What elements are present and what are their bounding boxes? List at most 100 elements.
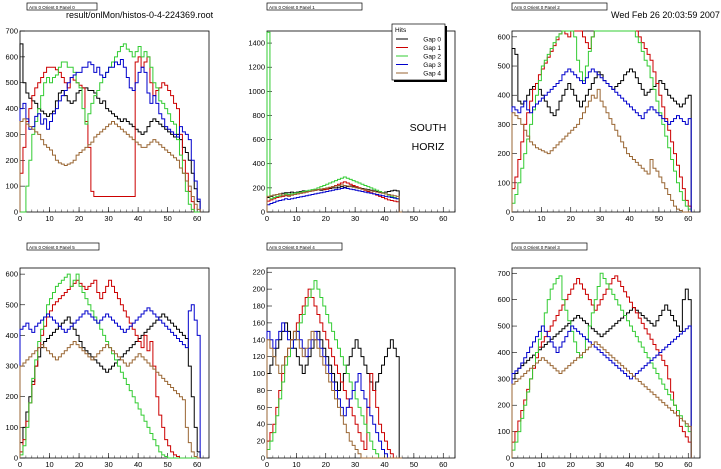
- y-tick-label: 700: [497, 269, 510, 278]
- y-tick-label: 140: [252, 335, 265, 344]
- y-tick-label: 700: [5, 27, 18, 36]
- x-tick-label: 10: [292, 460, 300, 469]
- x-tick-label: 20: [567, 460, 575, 469]
- series-gap-3: [266, 322, 403, 459]
- legend-box: [391, 23, 446, 81]
- x-tick-label: 10: [292, 214, 300, 223]
- y-tick-label: 400: [497, 91, 510, 100]
- x-tick-label: 30: [104, 460, 112, 469]
- y-tick-label: 300: [497, 374, 510, 383]
- series-gap-0: [511, 288, 692, 458]
- series-gap-0: [19, 313, 201, 458]
- legend-title: Hits: [395, 27, 407, 34]
- x-tick-label: 30: [104, 214, 112, 223]
- y-tick-label: 600: [5, 270, 18, 279]
- y-tick-label: 220: [252, 268, 265, 277]
- x-tick-label: 30: [351, 460, 359, 469]
- series-gap-2: [511, 272, 692, 458]
- x-tick-label: 0: [265, 460, 269, 469]
- x-tick-label: 60: [684, 460, 692, 469]
- x-tick-label: 0: [510, 460, 514, 469]
- y-tick-label: 0: [506, 208, 510, 217]
- panel-annotation: SOUTH: [410, 122, 447, 134]
- x-tick-label: 0: [18, 460, 22, 469]
- series-gap-0: [511, 48, 692, 212]
- y-tick-label: 200: [252, 285, 265, 294]
- series-gap-3: [266, 187, 403, 213]
- y-tick-label: 1400: [248, 39, 265, 48]
- y-tick-label: 500: [497, 322, 510, 331]
- x-tick-label: 50: [410, 460, 418, 469]
- x-tick-label: 60: [193, 214, 201, 223]
- legend-entry: Gap 1: [423, 45, 441, 52]
- x-tick-label: 40: [380, 214, 388, 223]
- y-tick-label: 200: [252, 183, 265, 192]
- x-tick-label: 20: [322, 214, 330, 223]
- x-tick-label: 50: [163, 214, 171, 223]
- y-tick-label: 300: [5, 130, 18, 139]
- y-tick-label: 1200: [248, 63, 265, 72]
- x-tick-label: 20: [567, 214, 575, 223]
- y-tick-label: 300: [497, 120, 510, 129]
- y-tick-label: 100: [497, 178, 510, 187]
- series-gap-3: [511, 68, 692, 212]
- datetime-label: Wed Feb 26 20:03:59 2007: [611, 10, 720, 20]
- series-gap-3: [19, 304, 201, 458]
- panel-title: Arm 0 Orient 0 Panel 3: [514, 245, 560, 250]
- x-tick-label: 40: [625, 214, 633, 223]
- x-tick-label: 50: [655, 460, 663, 469]
- x-tick-label: 20: [322, 460, 330, 469]
- y-tick-label: 600: [497, 295, 510, 304]
- y-tick-label: 500: [5, 300, 18, 309]
- y-tick-label: 0: [261, 454, 265, 463]
- y-tick-label: 600: [497, 32, 510, 41]
- series-gap-4: [19, 118, 201, 212]
- series-gap-2: [19, 273, 201, 459]
- y-tick-label: 500: [5, 78, 18, 87]
- x-tick-label: 60: [684, 214, 692, 223]
- y-tick-label: 500: [497, 62, 510, 71]
- y-tick-label: 800: [252, 111, 265, 120]
- legend-entry: Gap 2: [423, 54, 441, 61]
- y-tick-label: 200: [497, 401, 510, 410]
- panel-frame: [266, 267, 456, 459]
- x-tick-label: 30: [596, 214, 604, 223]
- x-tick-label: 40: [134, 214, 142, 223]
- panel-title-box: [26, 242, 100, 251]
- y-tick-label: 0: [506, 454, 510, 463]
- y-tick-label: 600: [252, 135, 265, 144]
- y-tick-label: 100: [5, 182, 18, 191]
- file-label: result/onlMon/histos-0-4-224369.root: [66, 10, 214, 20]
- panel-title-box: [266, 2, 363, 11]
- y-tick-label: 60: [257, 403, 265, 412]
- y-tick-label: 0: [14, 454, 18, 463]
- x-tick-label: 40: [625, 460, 633, 469]
- panel-title: Arm 0 Orient 0 Panel 0: [29, 5, 75, 10]
- x-tick-label: 0: [265, 214, 269, 223]
- legend-entry: Gap 4: [423, 71, 441, 78]
- x-tick-label: 20: [75, 214, 83, 223]
- y-tick-label: 300: [5, 362, 18, 371]
- x-tick-label: 40: [380, 460, 388, 469]
- y-tick-label: 600: [5, 52, 18, 61]
- x-tick-label: 10: [45, 214, 53, 223]
- x-tick-label: 50: [655, 214, 663, 223]
- y-tick-label: 160: [252, 318, 265, 327]
- series-gap-0: [19, 43, 201, 212]
- y-tick-label: 20: [257, 437, 265, 446]
- series-gap-1: [511, 275, 692, 458]
- y-tick-label: 200: [497, 149, 510, 158]
- series-gap-4: [266, 330, 403, 459]
- y-tick-label: 400: [5, 104, 18, 113]
- panel-title-box: [511, 242, 588, 251]
- x-tick-label: 40: [134, 460, 142, 469]
- y-tick-label: 200: [5, 156, 18, 165]
- series-gap-4: [511, 341, 692, 458]
- x-tick-label: 50: [410, 214, 418, 223]
- panel-title: Arm 0 Orient 0 Panel 5: [29, 245, 75, 250]
- panel-title: Arm 0 Orient 0 Panel 4: [269, 245, 315, 250]
- x-tick-label: 50: [163, 460, 171, 469]
- y-tick-label: 180: [252, 302, 265, 311]
- y-tick-label: 100: [497, 427, 510, 436]
